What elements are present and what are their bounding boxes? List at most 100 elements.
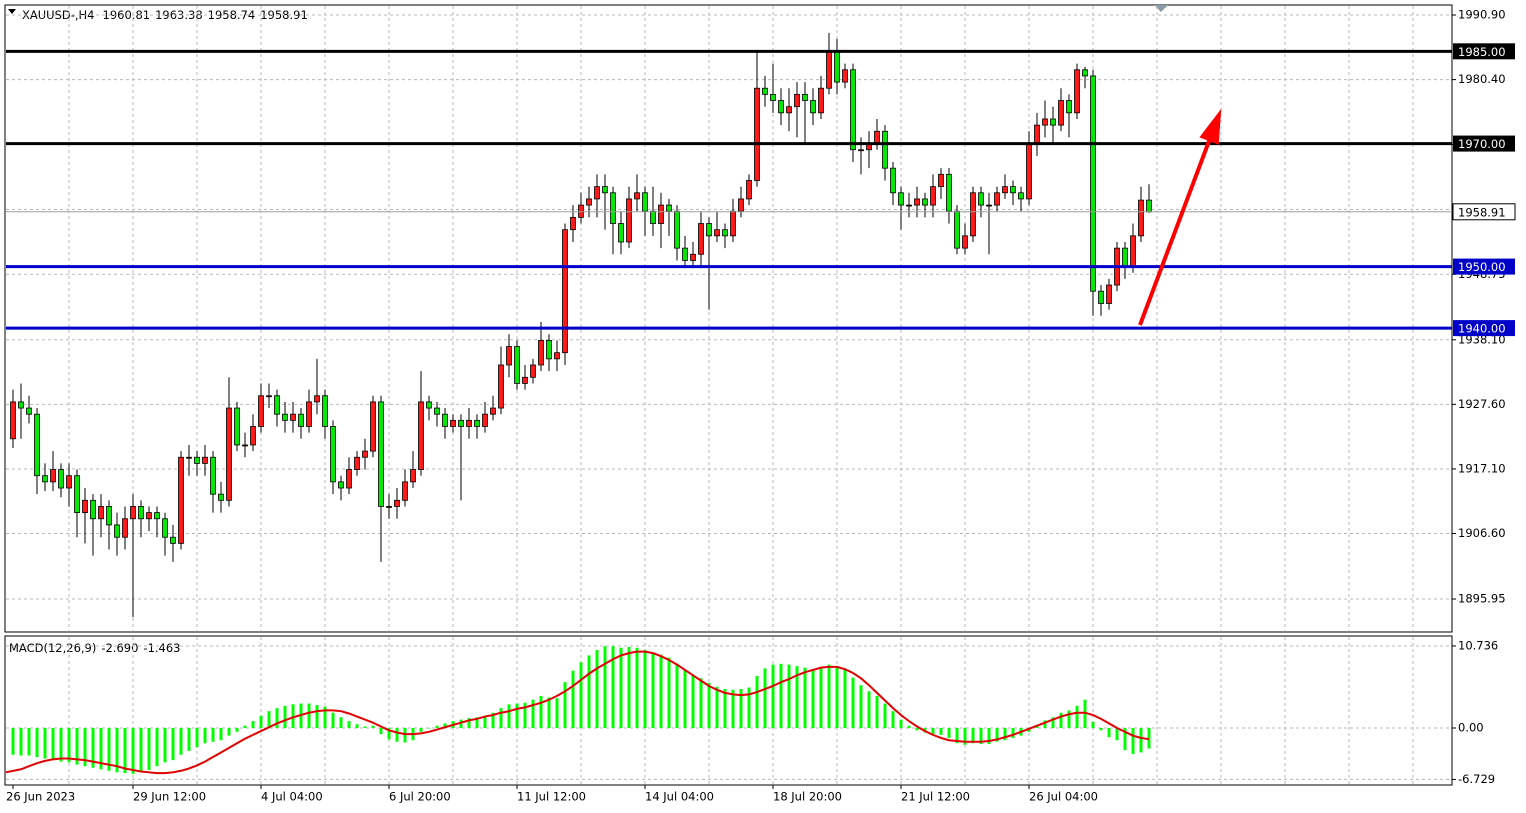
candle-body bbox=[490, 407, 496, 415]
x-tick-label: 26 Jun 2023 bbox=[6, 790, 75, 804]
macd-bar bbox=[771, 664, 775, 728]
current-price-box bbox=[1452, 203, 1516, 221]
macd-bar bbox=[307, 703, 311, 728]
macd-bar bbox=[899, 719, 903, 728]
macd-bar bbox=[931, 727, 935, 735]
macd-last: -2.690 bbox=[101, 641, 138, 655]
macd-bar bbox=[139, 727, 143, 773]
candle-body bbox=[170, 536, 176, 544]
candle-body bbox=[1082, 69, 1088, 77]
candle-body bbox=[546, 339, 552, 360]
macd-bar bbox=[427, 727, 431, 729]
candle-body bbox=[826, 50, 832, 89]
macd-bar bbox=[91, 727, 95, 768]
candle-body bbox=[410, 469, 416, 483]
candle-body bbox=[642, 192, 648, 212]
macd-bar bbox=[211, 727, 215, 742]
candle-body bbox=[738, 198, 744, 212]
candle-body bbox=[474, 419, 480, 427]
macd-bar bbox=[1075, 705, 1079, 728]
candle-body bbox=[66, 475, 72, 489]
candle-body bbox=[762, 87, 768, 95]
candle-body bbox=[1106, 284, 1112, 304]
macd-bar bbox=[1027, 727, 1031, 732]
candle-body bbox=[346, 469, 352, 489]
macd-bar bbox=[763, 668, 767, 728]
candle-body bbox=[298, 413, 304, 427]
marks: 26 Jun 2023 29 Jun 12:00 4 Jul 04:00 6 Jul … bbox=[5, 6, 1516, 804]
candle-body bbox=[322, 395, 328, 427]
macd-bar bbox=[227, 727, 231, 736]
x-tick-label: 11 Jul 12:00 bbox=[517, 790, 586, 804]
macd-bar bbox=[11, 727, 15, 755]
candle-body bbox=[10, 401, 16, 440]
x-tick-label: 18 Jul 20:00 bbox=[773, 790, 842, 804]
level-label-box bbox=[1453, 320, 1515, 337]
candle-body bbox=[426, 401, 432, 409]
macd-bar bbox=[547, 697, 551, 728]
macd-bar bbox=[1051, 717, 1055, 728]
candle-body bbox=[314, 395, 320, 403]
y-tick-label: 10.736 bbox=[1458, 638, 1498, 652]
candle-body bbox=[330, 426, 336, 483]
macd-bar bbox=[467, 718, 471, 728]
x-tick-label: 21 Jul 12:00 bbox=[901, 790, 970, 804]
candle-body bbox=[378, 401, 384, 507]
candle-body bbox=[914, 198, 920, 206]
candle-body bbox=[386, 506, 392, 508]
macd-bar bbox=[827, 664, 831, 728]
candle-body bbox=[250, 426, 256, 446]
macd-bar bbox=[1123, 727, 1127, 751]
macd-bar bbox=[667, 657, 671, 728]
candle-body bbox=[946, 173, 952, 212]
macd-bar bbox=[1115, 727, 1119, 741]
candle-body bbox=[138, 506, 144, 520]
macd-bar bbox=[395, 727, 399, 742]
macd-bar bbox=[1107, 727, 1111, 738]
candle-body bbox=[1002, 186, 1008, 194]
candle-body bbox=[810, 100, 816, 114]
candle-body bbox=[874, 130, 880, 144]
macd-bar bbox=[563, 682, 567, 728]
macd-bar bbox=[491, 712, 495, 728]
candle-body bbox=[186, 456, 192, 459]
macd-bar bbox=[883, 703, 887, 728]
macd-bar bbox=[531, 699, 535, 728]
candle-body bbox=[570, 216, 576, 231]
macd-bar bbox=[683, 669, 687, 728]
macd-bar bbox=[595, 650, 599, 728]
candle-body bbox=[506, 346, 512, 366]
macd-bar bbox=[195, 727, 199, 748]
macd-bar bbox=[435, 725, 439, 728]
macd-bar bbox=[851, 677, 855, 728]
macd-bar bbox=[115, 727, 119, 773]
macd-bar bbox=[1043, 720, 1047, 728]
collapse-icon[interactable] bbox=[8, 9, 16, 14]
macd-bar bbox=[259, 715, 263, 728]
candle-body bbox=[242, 444, 248, 447]
candle-body bbox=[482, 413, 488, 427]
candle-body bbox=[962, 235, 968, 249]
macd-bar bbox=[171, 727, 175, 761]
candle-body bbox=[594, 186, 600, 200]
macd-bar bbox=[1059, 712, 1063, 728]
candle-body bbox=[610, 192, 616, 224]
x-tick-label: 29 Jun 12:00 bbox=[133, 790, 206, 804]
high-value: 1963.38 bbox=[155, 8, 203, 22]
candle-body bbox=[818, 87, 824, 114]
y-tick-label: 1980.40 bbox=[1458, 72, 1506, 86]
candle-body bbox=[530, 364, 536, 378]
y-tick-label: 1917.10 bbox=[1458, 461, 1506, 475]
candle-body bbox=[954, 210, 960, 249]
macd-bar bbox=[107, 727, 111, 771]
macd-bar bbox=[1003, 727, 1007, 741]
candle-body bbox=[58, 469, 64, 489]
signal-last: -1.463 bbox=[143, 641, 180, 655]
candle-body bbox=[1026, 143, 1032, 200]
candle-body bbox=[690, 253, 696, 261]
level-label-box bbox=[1453, 258, 1515, 275]
y-tick-label: 1895.95 bbox=[1458, 592, 1506, 606]
current-price-label: 1958.91 bbox=[1458, 205, 1506, 219]
